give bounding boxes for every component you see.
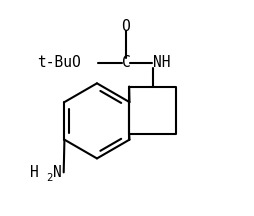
Text: H: H	[30, 165, 39, 180]
Text: O: O	[122, 19, 130, 34]
Text: 2: 2	[46, 173, 52, 183]
Text: C: C	[122, 56, 130, 70]
Text: NH: NH	[153, 56, 170, 70]
Text: N: N	[53, 165, 62, 180]
Text: t-BuO: t-BuO	[37, 56, 81, 70]
